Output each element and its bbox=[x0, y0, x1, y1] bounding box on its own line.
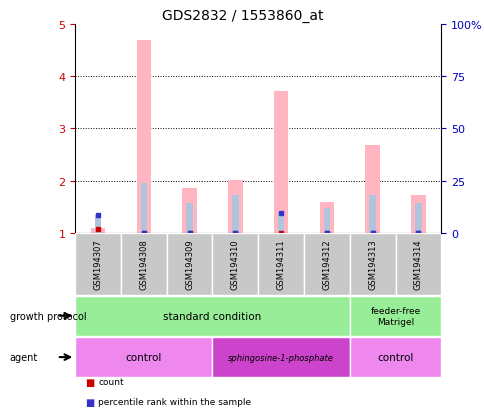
Bar bbox=[121, 233, 166, 295]
Text: feeder-free
Matrigel: feeder-free Matrigel bbox=[370, 306, 420, 326]
Text: GSM194312: GSM194312 bbox=[322, 239, 331, 290]
Bar bbox=[277, 214, 284, 233]
Text: GSM194307: GSM194307 bbox=[93, 239, 102, 290]
Bar bbox=[91, 228, 105, 233]
Bar bbox=[136, 40, 151, 233]
Bar bbox=[323, 208, 330, 233]
Text: GSM194313: GSM194313 bbox=[367, 239, 377, 290]
Text: GSM194314: GSM194314 bbox=[413, 239, 422, 290]
Bar bbox=[232, 196, 238, 233]
Text: count: count bbox=[98, 377, 124, 387]
Bar bbox=[186, 203, 193, 233]
Bar bbox=[349, 296, 440, 336]
Bar bbox=[212, 233, 257, 295]
Bar bbox=[75, 296, 349, 336]
Text: agent: agent bbox=[10, 352, 38, 362]
Text: GSM194308: GSM194308 bbox=[139, 239, 148, 290]
Bar bbox=[395, 233, 440, 295]
Text: GSM194310: GSM194310 bbox=[230, 239, 240, 290]
Bar bbox=[257, 233, 303, 295]
Bar bbox=[95, 215, 101, 233]
Text: control: control bbox=[125, 352, 162, 362]
Bar bbox=[349, 337, 440, 377]
Bar bbox=[410, 196, 425, 233]
Bar bbox=[75, 337, 212, 377]
Text: GDS2832 / 1553860_at: GDS2832 / 1553860_at bbox=[162, 9, 322, 23]
Text: percentile rank within the sample: percentile rank within the sample bbox=[98, 397, 251, 406]
Text: sphingosine-1-phosphate: sphingosine-1-phosphate bbox=[228, 353, 333, 362]
Bar bbox=[369, 196, 375, 233]
Text: ■: ■ bbox=[85, 377, 94, 387]
Bar bbox=[166, 233, 212, 295]
Bar bbox=[319, 202, 333, 233]
Bar bbox=[364, 146, 379, 233]
Bar bbox=[349, 233, 395, 295]
Bar bbox=[227, 180, 242, 233]
Text: growth protocol: growth protocol bbox=[10, 311, 86, 321]
Text: GSM194309: GSM194309 bbox=[185, 239, 194, 290]
Bar bbox=[75, 233, 121, 295]
Text: standard condition: standard condition bbox=[163, 311, 261, 321]
Bar bbox=[212, 337, 349, 377]
Bar bbox=[140, 184, 147, 233]
Text: ■: ■ bbox=[85, 397, 94, 407]
Text: control: control bbox=[377, 352, 413, 362]
Bar bbox=[303, 233, 349, 295]
Bar bbox=[273, 92, 288, 233]
Text: GSM194311: GSM194311 bbox=[276, 239, 285, 290]
Bar bbox=[414, 203, 421, 233]
Bar bbox=[182, 189, 197, 233]
